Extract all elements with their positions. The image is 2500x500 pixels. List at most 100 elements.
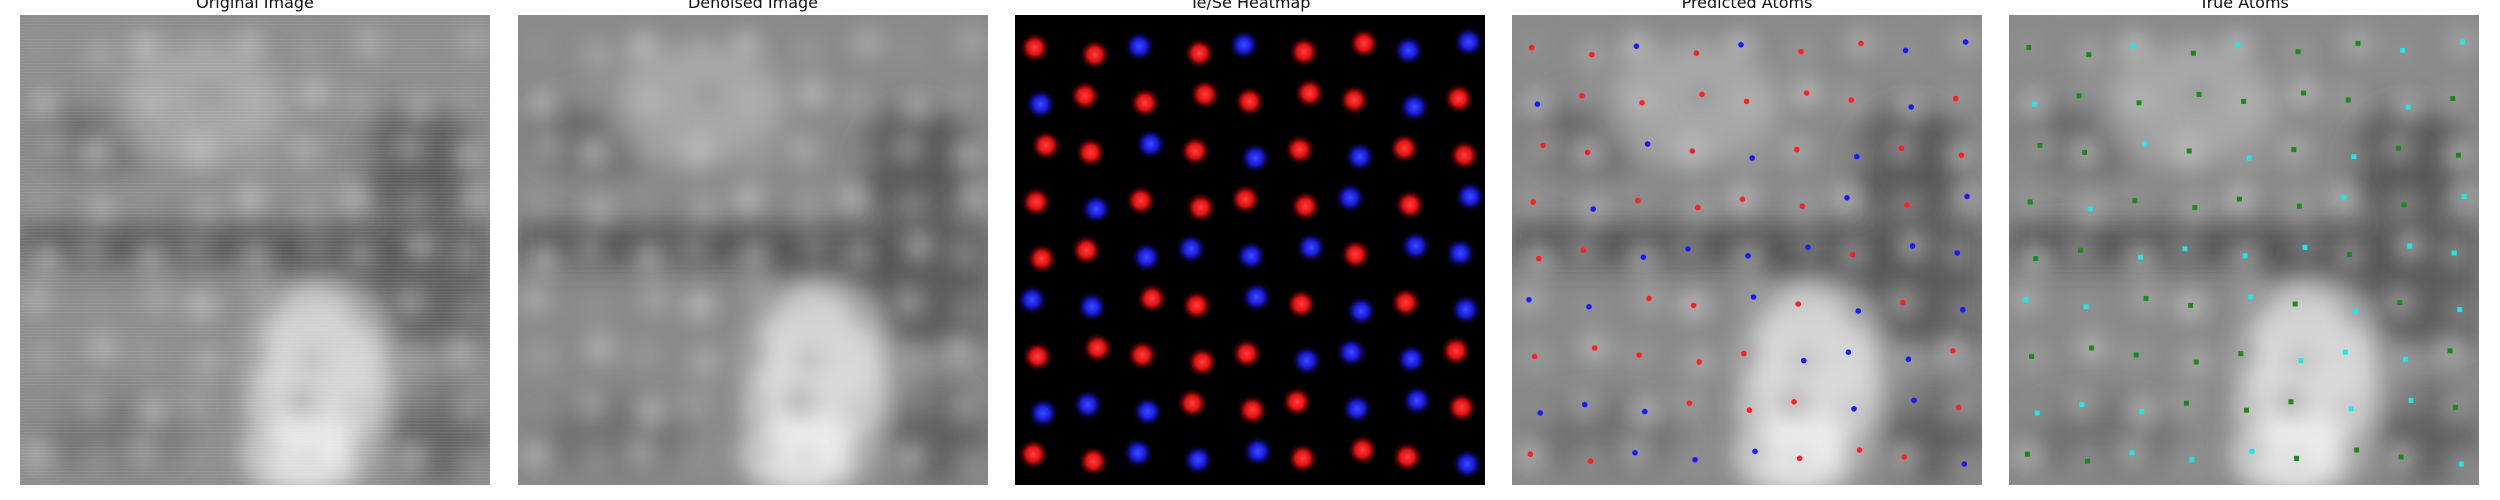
predicted-te-atom xyxy=(1639,100,1645,106)
heatmap-te-spot xyxy=(1081,332,1114,364)
true-se-atom xyxy=(2451,250,2457,256)
predicted-se-atom xyxy=(1954,250,1960,256)
original-image xyxy=(20,15,490,485)
true-te-atom xyxy=(2296,203,2302,209)
predicted-se-atom xyxy=(1854,153,1860,160)
true-te-atom xyxy=(2288,399,2294,405)
true-atoms-title: True Atoms xyxy=(2199,0,2289,12)
true-se-atom xyxy=(2079,402,2085,408)
true-se-atom xyxy=(2461,193,2467,199)
predicted-te-atom xyxy=(1739,196,1746,202)
heatmap-te-spot xyxy=(1179,135,1212,167)
true-te-atom xyxy=(2183,400,2189,406)
true-te-atom xyxy=(2029,353,2035,359)
predicted-se-atom xyxy=(1964,193,1970,200)
heatmap-te-spot xyxy=(1017,438,1050,471)
denoised-image xyxy=(518,15,988,485)
heatmap-te-spot xyxy=(1078,38,1111,71)
predicted-se-atom xyxy=(1644,141,1651,147)
heatmap-se-spot xyxy=(1398,91,1431,123)
predicted-te-atom xyxy=(1591,345,1598,351)
heatmap-te-spot xyxy=(1445,391,1478,424)
predicted-te-atom xyxy=(1858,40,1864,47)
heatmap-se-spot xyxy=(1345,295,1378,327)
predicted-se-atom xyxy=(1902,47,1909,54)
predicted-se-atom xyxy=(1855,308,1861,314)
predicted-se-atom xyxy=(1685,246,1691,252)
true-se-atom xyxy=(2302,244,2308,250)
true-te-atom xyxy=(2450,96,2456,102)
true-se-atom xyxy=(2351,154,2357,160)
heatmap-te-spot xyxy=(1230,337,1263,370)
heatmap-te-spot xyxy=(1388,132,1421,165)
predicted-te-atom xyxy=(1953,95,1959,102)
heatmap-te-spot xyxy=(1348,27,1380,60)
true-te-atom xyxy=(2026,45,2032,51)
predicted-te-atom xyxy=(1699,91,1705,98)
predicted-te-atom xyxy=(1689,148,1695,154)
true-se-atom xyxy=(2142,141,2148,147)
heatmap-te-spot xyxy=(1186,346,1219,378)
heatmap-te-spot xyxy=(1440,334,1472,367)
heatmap-te-spot xyxy=(1283,133,1316,166)
true-te-atom xyxy=(2294,455,2300,461)
heatmap-se-spot xyxy=(1235,239,1267,272)
predicted-te-atom xyxy=(1901,454,1907,460)
true-te-atom xyxy=(2136,100,2142,106)
heatmap-se-spot xyxy=(1076,290,1108,323)
predicted-se-atom xyxy=(1633,43,1640,49)
heatmap-se-spot xyxy=(1134,128,1167,160)
true-se-atom xyxy=(2352,308,2358,314)
true-te-atom xyxy=(2186,148,2192,154)
heatmap-te-spot xyxy=(1189,78,1221,111)
heatmap-panel: Te/Se Heatmap xyxy=(1015,0,1485,485)
heatmap-se-spot xyxy=(1123,30,1156,63)
true-te-atom xyxy=(2398,454,2404,460)
true-se-atom xyxy=(2348,406,2354,412)
predicted-se-atom xyxy=(1582,401,1588,408)
heatmap-se-spot xyxy=(1024,88,1057,121)
predicted-te-atom xyxy=(1584,149,1591,156)
true-se-atom xyxy=(2298,358,2304,364)
predicted-te-atom xyxy=(1803,90,1810,96)
true-te-atom xyxy=(2077,247,2083,253)
true-se-atom xyxy=(2341,195,2347,201)
predicted-te-atom xyxy=(1799,203,1806,209)
heatmap-se-spot xyxy=(1444,237,1477,269)
heatmap-se-spot xyxy=(1182,443,1214,476)
heatmap-te-spot xyxy=(1176,387,1209,420)
heatmap-te-spot xyxy=(1289,190,1322,223)
heatmap-se-spot xyxy=(1228,28,1260,61)
true-te-atom xyxy=(2447,348,2453,354)
predicted-te-atom xyxy=(1794,146,1800,153)
heatmap-te-spot xyxy=(1126,339,1159,371)
predicted-se-atom xyxy=(1749,155,1755,161)
heatmap-te-spot xyxy=(1074,136,1107,169)
te-se-heatmap xyxy=(1015,15,1485,485)
original-image-title: Original Image xyxy=(196,0,314,12)
heatmap-te-spot xyxy=(1069,79,1101,112)
heatmap-te-spot xyxy=(1180,289,1213,322)
predicted-se-atom xyxy=(1961,461,1967,467)
heatmap-te-spot xyxy=(1030,129,1062,162)
true-se-atom xyxy=(2023,297,2029,303)
true-se-atom xyxy=(2242,253,2248,259)
true-se-atom xyxy=(2458,461,2464,467)
true-se-atom xyxy=(2083,304,2089,310)
heatmap-se-spot xyxy=(1399,230,1432,262)
true-te-atom xyxy=(2082,149,2088,155)
predicted-te-atom xyxy=(1950,348,1956,354)
predicted-se-atom xyxy=(1640,254,1647,260)
heatmap-se-spot xyxy=(1130,241,1163,274)
heatmap-te-spot xyxy=(1129,86,1161,119)
predicted-se-atom xyxy=(1908,104,1914,110)
true-se-atom xyxy=(2130,43,2136,49)
predicted-te-atom xyxy=(1646,295,1652,302)
heatmap-te-spot xyxy=(1338,84,1371,116)
predicted-se-atom xyxy=(1586,304,1592,310)
heatmap-te-spot xyxy=(1442,82,1475,115)
true-se-atom xyxy=(2137,254,2143,260)
true-te-atom xyxy=(2241,98,2247,104)
predicted-te-atom xyxy=(1635,197,1641,204)
heatmap-se-spot xyxy=(1239,142,1272,174)
